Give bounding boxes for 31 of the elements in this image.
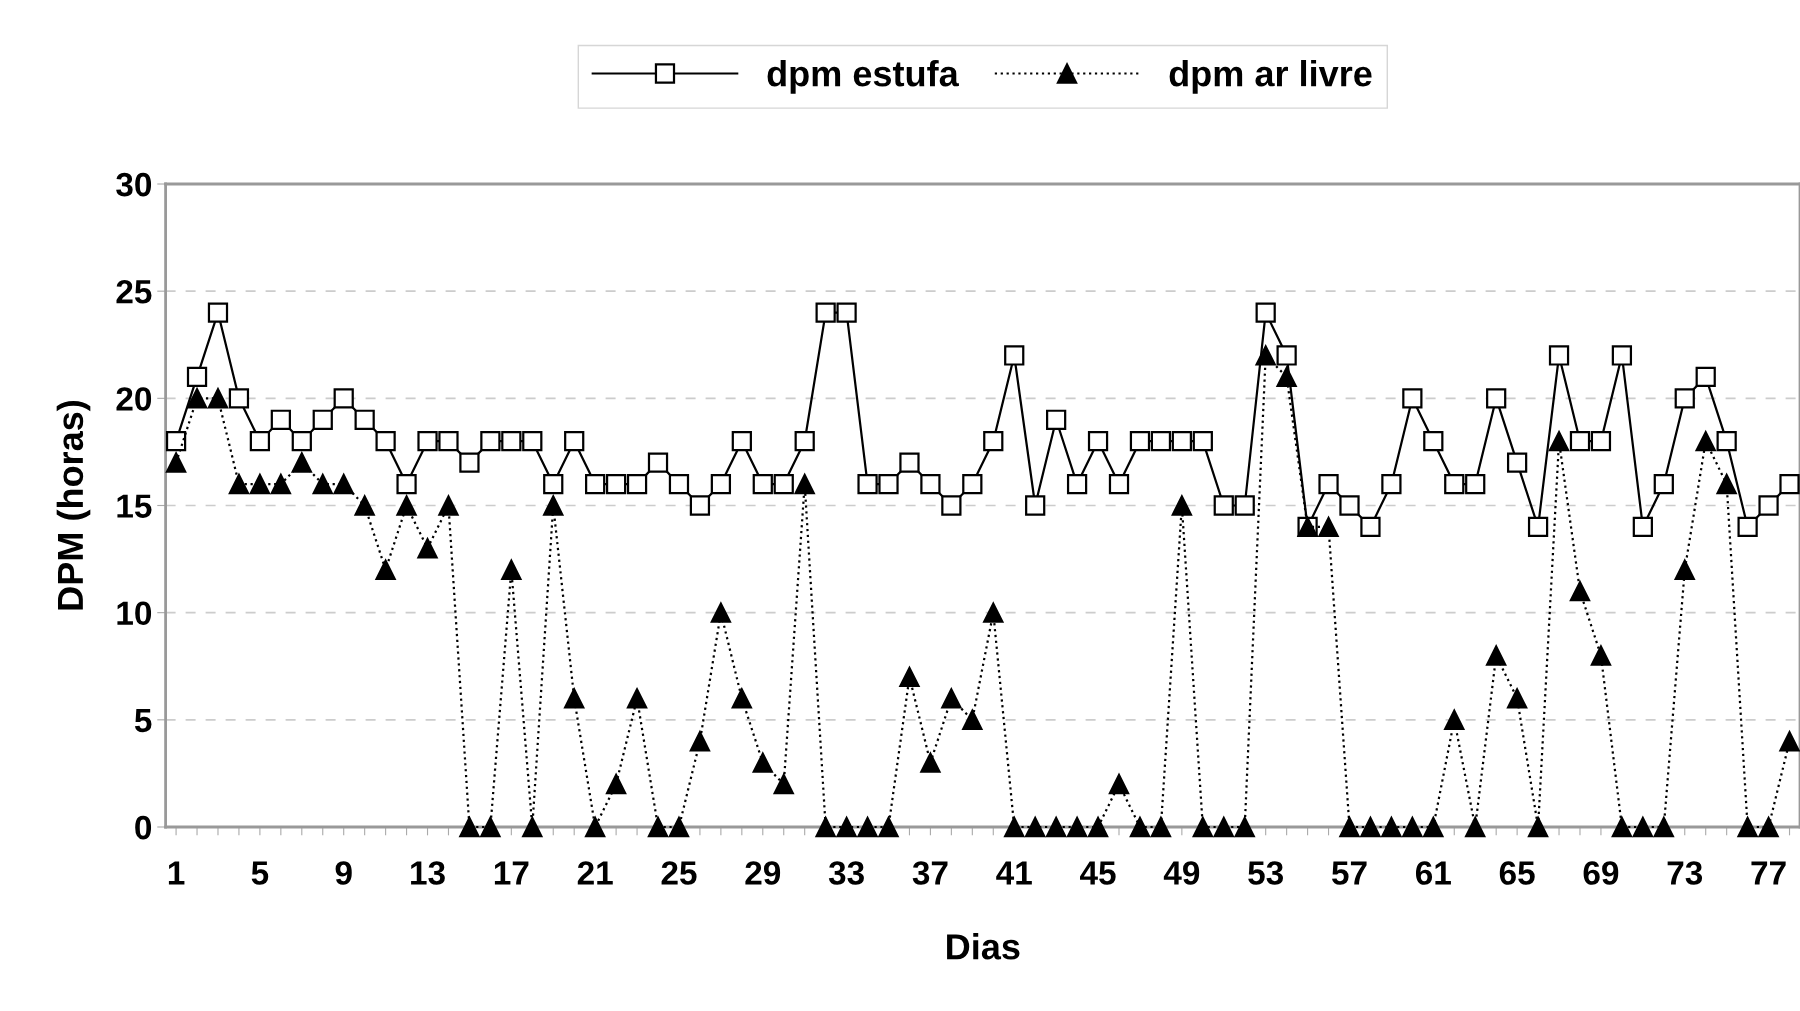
- x-tick-label: 33: [828, 861, 864, 885]
- y-tick-label: 0: [135, 815, 152, 840]
- x-tick-label: 77: [1751, 861, 1786, 885]
- x-tick-label: 21: [577, 861, 613, 885]
- x-tick-label: 9: [335, 861, 352, 885]
- legend-label: dpm estufa: [767, 59, 959, 94]
- x-tick-label: 25: [661, 861, 697, 885]
- x-tick-label: 69: [1583, 861, 1619, 885]
- y-tick-label: 20: [116, 387, 152, 411]
- x-tick-label: 53: [1248, 861, 1284, 885]
- x-tick-label: 5: [251, 861, 269, 885]
- x-tick-label: 41: [996, 861, 1032, 885]
- y-axis-title: DPM (horas): [56, 400, 91, 610]
- x-tick-label: 49: [1163, 861, 1200, 885]
- x-tick-label: 17: [494, 861, 529, 885]
- x-tick-label: 13: [411, 861, 445, 885]
- y-tick-label: 5: [134, 708, 152, 733]
- y-tick-label: 30: [116, 172, 152, 197]
- x-tick-label: 73: [1667, 861, 1703, 885]
- x-axis-title: Dias: [947, 933, 1020, 960]
- x-tick-label: 65: [1499, 861, 1535, 885]
- x-tick-label: 57: [1331, 861, 1367, 885]
- y-tick-label: 10: [117, 601, 152, 626]
- x-tick-label: 1: [168, 861, 185, 885]
- y-tick-label: 15: [117, 494, 152, 518]
- x-tick-label: 29: [745, 861, 781, 885]
- x-tick-label: 61: [1415, 861, 1451, 885]
- x-tick-label: 37: [912, 861, 948, 885]
- y-tick-label: 25: [116, 279, 152, 304]
- legend-label: dpm ar livre: [1169, 59, 1372, 94]
- x-tick-label: 45: [1080, 861, 1116, 885]
